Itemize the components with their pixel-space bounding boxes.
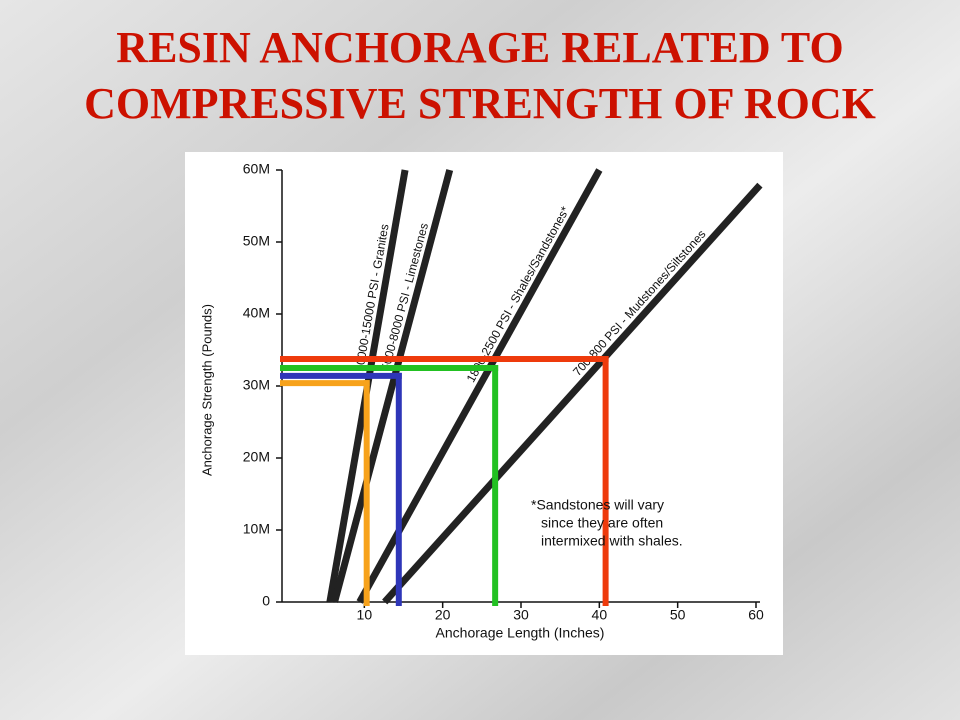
y-tick-label: 50M	[243, 233, 270, 249]
y-tick-label: 60M	[243, 161, 270, 177]
title-line: RESIN ANCHORAGE RELATED TO	[116, 23, 843, 72]
x-tick-label: 30	[513, 607, 529, 623]
x-axis-label: Anchorage Length (Inches)	[436, 625, 605, 641]
y-axis-label: Anchorage Strength (Pounds)	[199, 304, 214, 476]
x-tick-label: 60	[748, 607, 764, 623]
x-tick-label: 50	[670, 607, 686, 623]
x-tick-label: 40	[592, 607, 608, 623]
annotation-line: *Sandstones will vary	[531, 497, 664, 513]
title-line: COMPRESSIVE STRENGTH OF ROCK	[84, 79, 876, 128]
y-tick-label: 40M	[243, 305, 270, 321]
annotation-line: since they are often	[541, 515, 663, 531]
y-tick-label: 0	[262, 593, 270, 609]
y-tick-label: 20M	[243, 449, 270, 465]
rock-line	[382, 182, 763, 605]
x-tick-label: 10	[357, 607, 373, 623]
chart-panel	[185, 152, 783, 655]
x-tick-label: 20	[435, 607, 451, 623]
y-tick-label: 30M	[243, 377, 270, 393]
y-tick-label: 10M	[243, 521, 270, 537]
rock-line	[331, 169, 454, 603]
annotation-line: intermixed with shales.	[541, 533, 683, 549]
